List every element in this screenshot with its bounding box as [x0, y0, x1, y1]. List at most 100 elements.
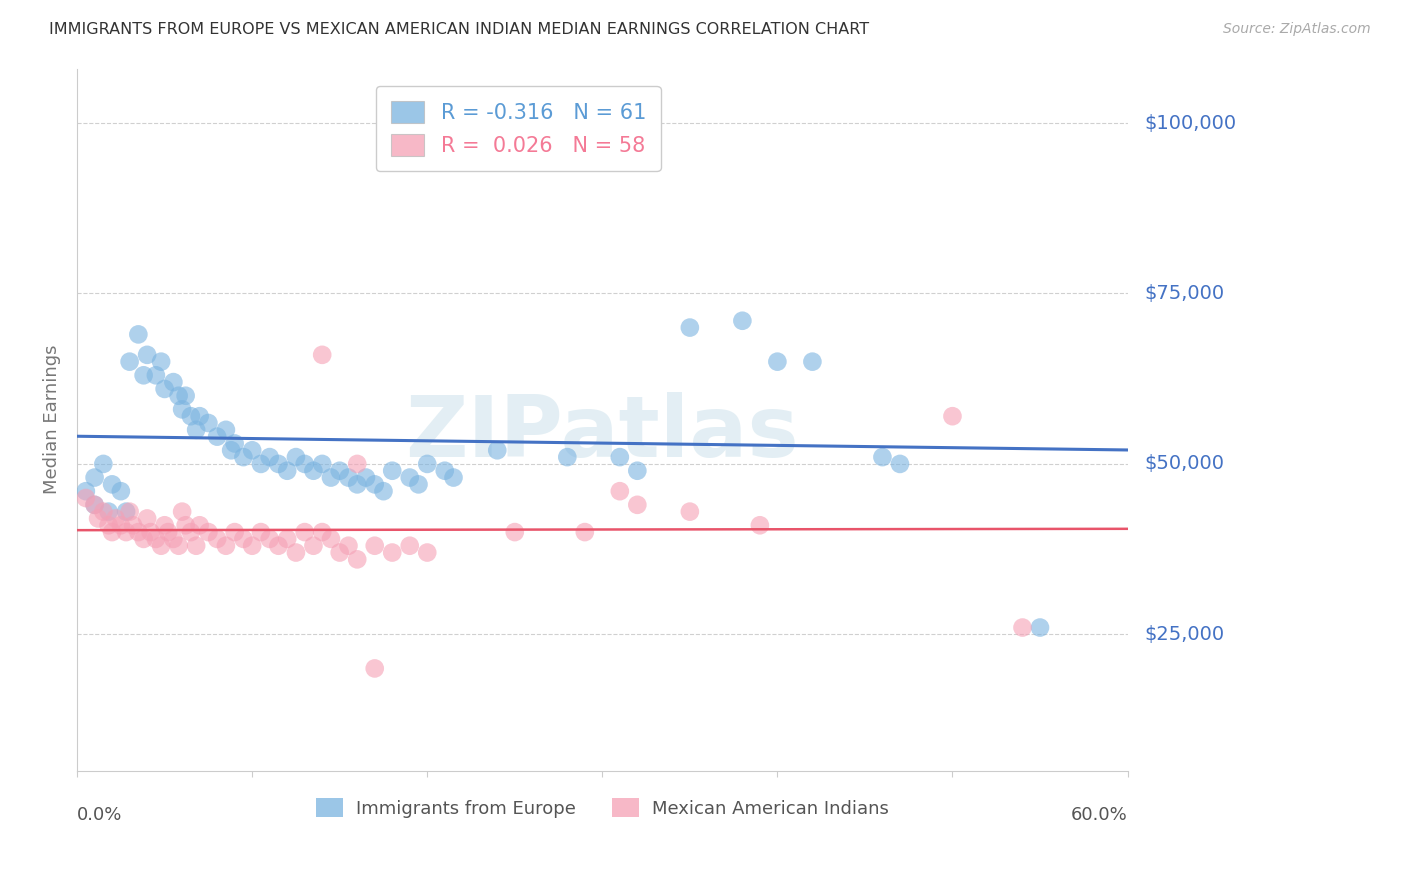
- Point: [329, 545, 352, 559]
- Point: [346, 552, 368, 566]
- Point: [329, 464, 352, 478]
- Point: [157, 525, 180, 540]
- Point: [294, 457, 316, 471]
- Point: [219, 443, 242, 458]
- Point: [172, 505, 194, 519]
- Point: [127, 327, 149, 342]
- Point: [118, 505, 141, 519]
- Text: $75,000: $75,000: [1144, 284, 1225, 303]
- Point: [205, 532, 228, 546]
- Text: 0.0%: 0.0%: [77, 805, 122, 824]
- Point: [311, 457, 333, 471]
- Point: [136, 511, 159, 525]
- Point: [284, 450, 307, 464]
- Point: [679, 505, 702, 519]
- Point: [139, 525, 162, 540]
- Point: [132, 532, 155, 546]
- Point: [267, 539, 290, 553]
- Point: [172, 402, 194, 417]
- Point: [766, 354, 789, 368]
- Point: [731, 314, 754, 328]
- Point: [122, 518, 145, 533]
- Point: [205, 430, 228, 444]
- Point: [150, 354, 173, 368]
- Point: [486, 443, 509, 458]
- Y-axis label: Median Earnings: Median Earnings: [44, 345, 60, 494]
- Point: [748, 518, 770, 533]
- Point: [302, 464, 325, 478]
- Point: [83, 470, 105, 484]
- Point: [153, 518, 176, 533]
- Text: 60.0%: 60.0%: [1071, 805, 1128, 824]
- Point: [416, 457, 439, 471]
- Point: [626, 464, 648, 478]
- Point: [416, 545, 439, 559]
- Point: [1011, 621, 1033, 635]
- Point: [276, 532, 298, 546]
- Point: [132, 368, 155, 383]
- Point: [398, 470, 420, 484]
- Point: [941, 409, 963, 424]
- Point: [197, 416, 219, 430]
- Point: [104, 511, 127, 525]
- Point: [145, 368, 167, 383]
- Point: [311, 525, 333, 540]
- Point: [801, 354, 824, 368]
- Point: [319, 532, 342, 546]
- Point: [337, 539, 360, 553]
- Point: [180, 525, 202, 540]
- Point: [83, 498, 105, 512]
- Text: ZIPatlas: ZIPatlas: [405, 392, 799, 475]
- Text: Source: ZipAtlas.com: Source: ZipAtlas.com: [1223, 22, 1371, 37]
- Point: [433, 464, 456, 478]
- Point: [267, 457, 290, 471]
- Point: [101, 477, 124, 491]
- Point: [433, 150, 456, 164]
- Point: [224, 436, 246, 450]
- Point: [609, 450, 631, 464]
- Point: [167, 539, 190, 553]
- Point: [381, 464, 404, 478]
- Point: [118, 354, 141, 368]
- Point: [626, 498, 648, 512]
- Point: [136, 348, 159, 362]
- Point: [276, 464, 298, 478]
- Point: [153, 382, 176, 396]
- Point: [398, 539, 420, 553]
- Point: [93, 457, 115, 471]
- Point: [364, 539, 387, 553]
- Text: $25,000: $25,000: [1144, 625, 1225, 644]
- Point: [97, 518, 120, 533]
- Point: [186, 539, 208, 553]
- Point: [872, 450, 894, 464]
- Point: [110, 484, 132, 499]
- Point: [110, 518, 132, 533]
- Point: [186, 423, 208, 437]
- Point: [319, 470, 342, 484]
- Point: [1029, 621, 1052, 635]
- Point: [162, 532, 184, 546]
- Point: [240, 443, 263, 458]
- Point: [259, 532, 281, 546]
- Point: [408, 477, 430, 491]
- Text: $50,000: $50,000: [1144, 454, 1225, 474]
- Point: [555, 450, 578, 464]
- Point: [574, 525, 596, 540]
- Point: [97, 505, 120, 519]
- Point: [373, 484, 395, 499]
- Point: [127, 525, 149, 540]
- Point: [284, 545, 307, 559]
- Point: [87, 511, 110, 525]
- Point: [75, 484, 97, 499]
- Point: [302, 539, 325, 553]
- Text: $100,000: $100,000: [1144, 113, 1236, 133]
- Point: [679, 320, 702, 334]
- Point: [294, 525, 316, 540]
- Point: [93, 505, 115, 519]
- Point: [188, 518, 211, 533]
- Point: [174, 518, 197, 533]
- Point: [364, 477, 387, 491]
- Point: [250, 525, 273, 540]
- Point: [174, 389, 197, 403]
- Point: [83, 498, 105, 512]
